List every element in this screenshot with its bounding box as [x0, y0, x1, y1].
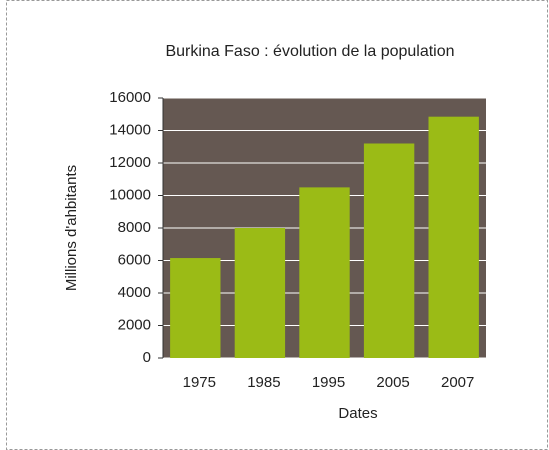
x-tick-label: 1995 — [312, 374, 345, 391]
x-tick-label: 2007 — [441, 374, 474, 391]
x-tick-label: 1985 — [247, 374, 280, 391]
x-tick-label: 2005 — [376, 374, 409, 391]
y-tick-label: 8000 — [118, 219, 151, 236]
y-axis-label: Millions d'ahbitants — [63, 165, 80, 291]
chart-title: Burkina Faso : évolution de la populatio… — [165, 43, 454, 60]
y-tick-label: 6000 — [118, 251, 151, 268]
bar — [299, 187, 350, 358]
y-tick-label: 12000 — [109, 154, 151, 171]
y-tick-label: 14000 — [109, 121, 151, 138]
y-tick-label: 10000 — [109, 186, 151, 203]
bar — [170, 258, 221, 358]
bar — [428, 116, 479, 358]
x-tick-label: 1975 — [183, 374, 216, 391]
bar — [363, 143, 415, 358]
bar — [234, 228, 286, 358]
y-tick-label: 2000 — [118, 316, 151, 333]
y-tick-label: 16000 — [109, 89, 151, 106]
y-tick-label: 4000 — [118, 284, 151, 301]
x-axis-label: Dates — [338, 405, 377, 422]
y-tick-label: 0 — [143, 349, 151, 366]
